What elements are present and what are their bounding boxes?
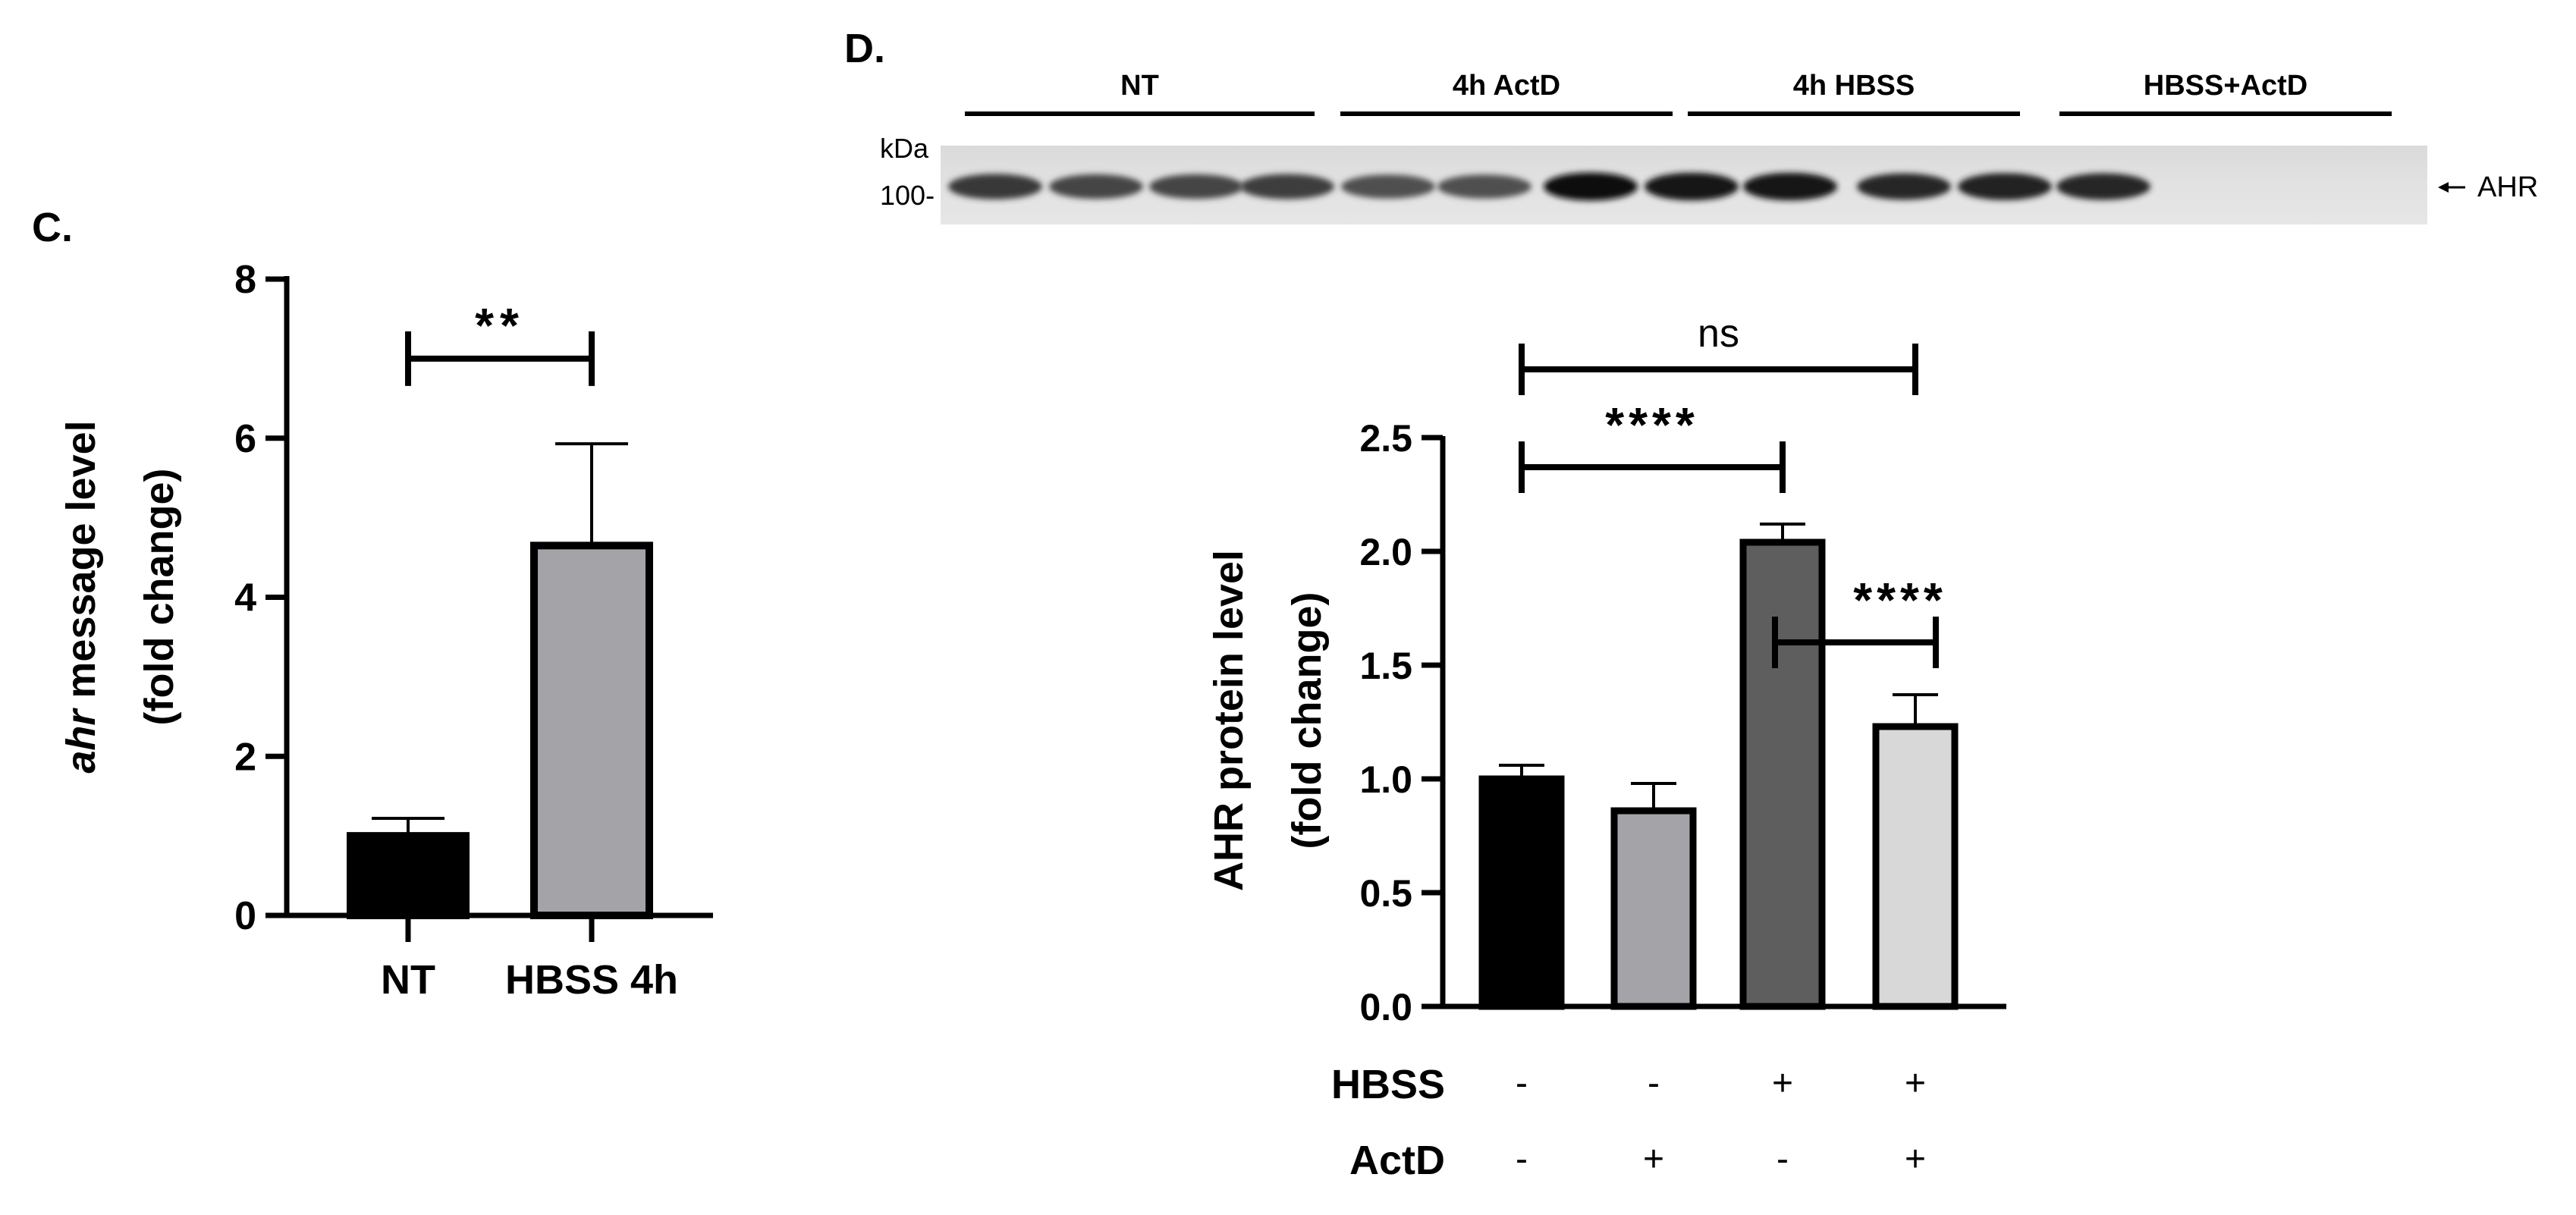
panel-d-label: D.	[844, 26, 885, 71]
blot-kda-label: kDa	[880, 133, 929, 164]
c-y-label: ahr message level (fold change)	[58, 420, 182, 773]
c-ylabel-italic: ahr	[58, 708, 104, 774]
c-xtick-label: NT	[381, 957, 435, 1003]
d-condition-sign: -	[1516, 1139, 1528, 1179]
blot-band	[1857, 173, 1951, 200]
blot-band	[1958, 173, 2052, 200]
c-ytick-label: 2	[234, 735, 256, 779]
panel-d-plot: 0.0 0.5 1.0 1.5 2.0 2.5 ns **** **** HBSS - - + + Ac…	[1331, 312, 2006, 1183]
western-blot: NT 4h ActD 4h HBSS HBSS+ActD kDa 100- AHR	[880, 70, 2538, 224]
panel-c-label: C.	[32, 205, 73, 250]
d-ylabel-line2: (fold change)	[1284, 592, 1330, 849]
blot-group-label: 4h HBSS	[1793, 70, 1915, 102]
d-condition-name: HBSS	[1331, 1062, 1445, 1107]
blot-group-label: NT	[1120, 70, 1159, 102]
d-bar	[1872, 723, 1959, 1010]
d-ytick-label: 2.5	[1359, 417, 1412, 460]
d-condition-table: HBSS - - + + ActD - + - +	[1331, 1062, 1926, 1183]
c-ytick-label: 8	[234, 258, 256, 302]
blot-band	[1544, 172, 1638, 201]
d-bar	[1739, 538, 1826, 1010]
blot-band	[1149, 174, 1243, 199]
ahr-arrow-icon	[2438, 182, 2465, 193]
d-condition-sign: -	[1648, 1063, 1660, 1104]
blot-band	[1743, 172, 1837, 201]
c-xtick-label: HBSS 4h	[505, 957, 678, 1003]
blot-band	[1645, 172, 1739, 201]
c-y-ticks: 0 2 4 6 8	[234, 258, 287, 938]
panel-c-plot: 0 2 4 6 8 ** NT HBSS 4h	[234, 258, 713, 1003]
c-ytick-label: 0	[234, 894, 256, 938]
blot-band	[1240, 174, 1334, 199]
c-ylabel-rest: message level	[58, 420, 104, 709]
d-ytick-label: 1.5	[1359, 645, 1412, 687]
d-condition-sign: +	[1905, 1139, 1926, 1179]
blot-band	[1049, 174, 1143, 199]
c-ytick-label: 4	[234, 576, 256, 620]
blot-band	[1341, 174, 1435, 199]
d-ytick-label: 0.5	[1359, 872, 1412, 915]
c-bar	[530, 542, 653, 919]
d-sig-label: ****	[1853, 573, 1947, 627]
d-bar	[1478, 775, 1565, 1010]
c-x-ticks: NT HBSS 4h	[381, 915, 678, 1003]
blot-bands	[948, 172, 2150, 201]
d-ytick-label: 1.0	[1359, 758, 1412, 801]
d-condition-sign: -	[1516, 1063, 1528, 1104]
blot-group-label: HBSS+ActD	[2144, 70, 2307, 102]
d-ytick-label: 0.0	[1359, 986, 1412, 1028]
d-condition-sign: -	[1776, 1139, 1789, 1179]
c-ylabel-line2: (fold change)	[137, 469, 182, 726]
d-condition-sign: +	[1905, 1063, 1926, 1104]
c-ytick-label: 6	[234, 417, 256, 461]
blot-group-label: 4h ActD	[1453, 70, 1560, 102]
d-sig-label: ns	[1698, 312, 1739, 356]
blot-band	[1437, 174, 1531, 199]
svg-text:ahr message level: ahr message level	[58, 420, 104, 773]
c-bars	[347, 442, 653, 919]
d-significance: ns **** ****	[1519, 312, 1947, 668]
blot-marker-100: 100-	[880, 180, 935, 211]
blot-band	[2056, 173, 2150, 200]
d-ytick-label: 2.0	[1359, 531, 1412, 573]
d-bar	[1610, 807, 1697, 1010]
blot-group-headers: NT 4h ActD 4h HBSS HBSS+ActD	[965, 70, 2392, 116]
d-condition-name: ActD	[1349, 1138, 1445, 1183]
d-y-ticks: 0.0 0.5 1.0 1.5 2.0 2.5	[1359, 417, 1443, 1028]
d-bars	[1478, 523, 1959, 1010]
c-significance: **	[405, 298, 595, 386]
c-sig-label: **	[475, 298, 525, 353]
d-sig-label: ****	[1605, 397, 1699, 452]
d-condition-sign: +	[1772, 1063, 1793, 1104]
c-bar	[347, 832, 470, 919]
d-y-label: AHR protein level (fold change)	[1206, 550, 1330, 891]
d-condition-sign: +	[1643, 1139, 1664, 1179]
d-ylabel-line1: AHR protein level	[1206, 550, 1252, 891]
blot-target-label: AHR	[2477, 171, 2538, 203]
blot-band	[948, 174, 1042, 199]
